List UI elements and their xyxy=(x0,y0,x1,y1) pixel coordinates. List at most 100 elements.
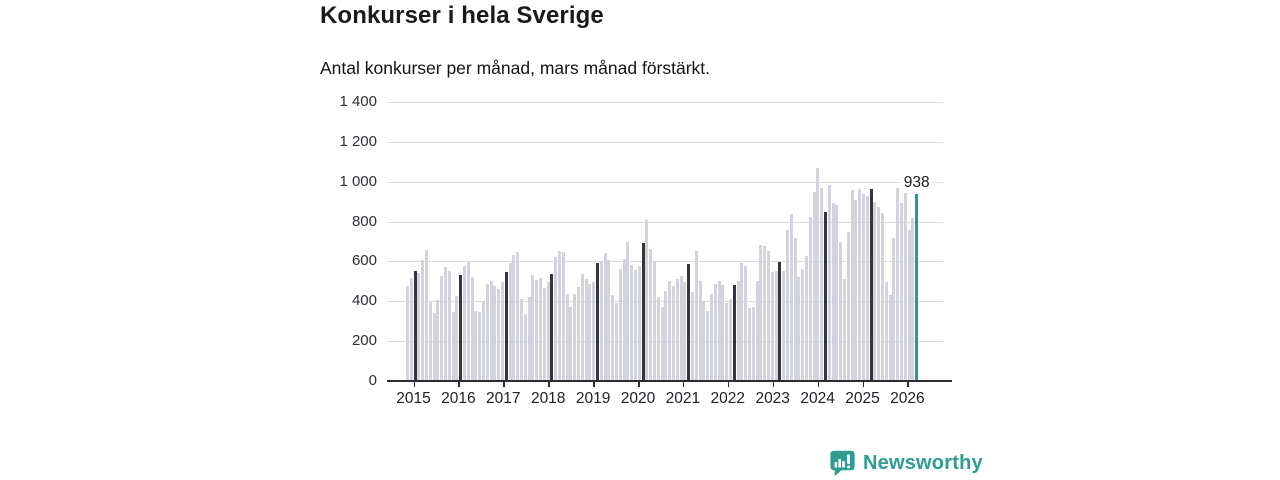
bar xyxy=(748,308,751,381)
bar xyxy=(565,294,569,381)
gridline xyxy=(387,261,943,263)
year-tick xyxy=(727,382,730,387)
year-label: 2025 xyxy=(845,390,880,407)
y-axis-tick-label: 1 000 xyxy=(339,172,377,190)
y-axis-tick-label: 0 xyxy=(368,372,377,389)
bar xyxy=(607,260,611,381)
gridline xyxy=(387,181,943,183)
bar xyxy=(406,286,409,381)
bar xyxy=(797,277,801,381)
year-tick xyxy=(817,382,820,387)
bar xyxy=(672,286,675,381)
bar xyxy=(835,204,839,381)
bar xyxy=(618,269,622,381)
chart-title: Konkurser i hela Sverige xyxy=(320,2,604,29)
bar xyxy=(850,189,854,381)
year-tick xyxy=(503,382,505,387)
bar xyxy=(425,250,428,381)
x-axis-line xyxy=(387,380,952,382)
bar-march xyxy=(504,272,508,381)
y-axis-tick-label: 600 xyxy=(351,252,377,270)
y-axis-tick-label: 1 400 xyxy=(339,93,377,110)
bar xyxy=(691,292,694,381)
bar xyxy=(508,263,512,381)
bar xyxy=(770,272,774,381)
year-tick xyxy=(772,382,775,387)
bar-march xyxy=(824,211,827,381)
bar xyxy=(751,307,755,381)
year-label: 2023 xyxy=(755,390,790,407)
bar xyxy=(755,281,759,381)
bar xyxy=(436,300,440,381)
bar xyxy=(599,261,603,381)
bar xyxy=(577,287,580,381)
bar xyxy=(573,294,577,381)
bar xyxy=(801,269,805,381)
bar xyxy=(523,314,527,381)
bar xyxy=(816,167,820,381)
bar xyxy=(858,188,862,381)
bar xyxy=(444,267,447,381)
bar-march xyxy=(413,271,417,381)
year-tick xyxy=(862,382,864,387)
year-label: 2019 xyxy=(575,390,611,407)
bar xyxy=(702,301,706,381)
newsworthy-logo[interactable]: Newsworthy xyxy=(829,450,983,477)
year-label: 2020 xyxy=(620,390,656,407)
bar xyxy=(725,303,729,381)
y-axis-tick-label: 1 200 xyxy=(339,132,377,150)
bar xyxy=(611,295,615,381)
bar xyxy=(546,282,550,381)
bar xyxy=(421,260,425,381)
bar xyxy=(478,312,482,381)
year-label: 2026 xyxy=(890,390,925,407)
bar xyxy=(512,255,516,381)
bar xyxy=(482,301,485,381)
bar xyxy=(740,263,744,381)
bar xyxy=(447,271,451,381)
chart-subtitle: Antal konkurser per månad, mars månad fö… xyxy=(320,58,711,78)
bar xyxy=(763,245,767,381)
bar xyxy=(873,201,877,381)
year-tick xyxy=(458,382,460,387)
bar xyxy=(808,216,812,381)
year-tick xyxy=(682,382,685,387)
bar xyxy=(710,294,713,381)
bar xyxy=(615,303,618,381)
bar xyxy=(789,213,793,381)
bar xyxy=(675,279,679,381)
bar xyxy=(428,302,432,381)
y-axis-tick-label: 800 xyxy=(351,212,377,230)
bar xyxy=(759,244,763,381)
bar xyxy=(466,262,470,381)
bar xyxy=(896,187,900,381)
bar xyxy=(877,206,881,381)
bar-march xyxy=(732,285,736,381)
newsworthy-logo-text: Newsworthy xyxy=(863,452,983,474)
bar xyxy=(820,187,824,381)
bar xyxy=(888,295,892,381)
bar xyxy=(592,282,596,381)
bar xyxy=(569,307,573,381)
bar xyxy=(827,184,831,381)
bar xyxy=(839,241,843,381)
bar xyxy=(558,251,561,381)
bar xyxy=(440,276,444,381)
latest-value-label: 938 xyxy=(900,174,933,193)
bar xyxy=(911,217,915,381)
year-tick xyxy=(593,382,595,387)
bar xyxy=(409,278,413,381)
bar xyxy=(892,237,896,381)
bar xyxy=(497,289,501,381)
bar xyxy=(493,286,497,381)
bar xyxy=(588,284,592,381)
bar xyxy=(535,280,539,381)
plot-area xyxy=(387,102,943,381)
bar xyxy=(485,284,489,381)
bar xyxy=(744,266,748,381)
bar xyxy=(865,195,869,381)
bar xyxy=(649,249,653,381)
bar-march xyxy=(550,274,554,381)
bar xyxy=(603,253,607,381)
